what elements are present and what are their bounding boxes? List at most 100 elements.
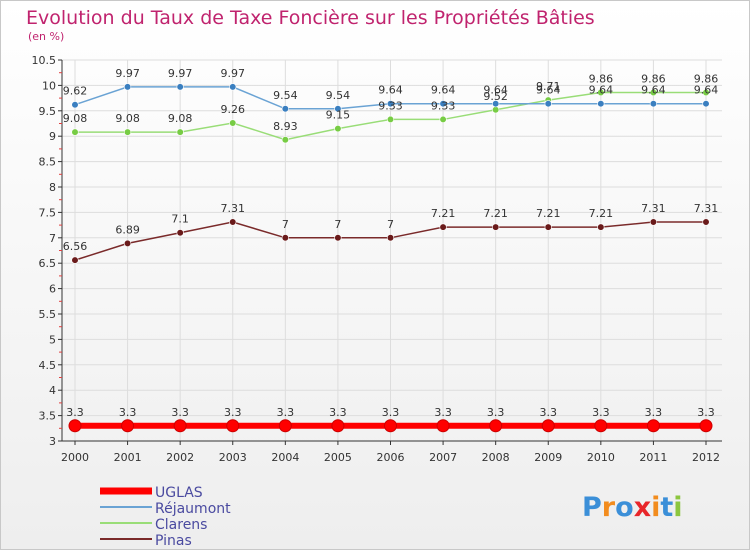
data-label: 3.3 — [592, 406, 610, 419]
data-point — [439, 223, 447, 231]
data-point — [489, 419, 503, 433]
data-label: 7.31 — [694, 202, 719, 215]
data-label: 9.62 — [63, 85, 88, 98]
y-tick-label: 10.5 — [32, 54, 57, 67]
data-point — [386, 100, 395, 108]
y-tick-label: 4.5 — [39, 359, 57, 372]
y-tick-label: 5.5 — [39, 308, 57, 321]
data-point — [68, 419, 82, 433]
data-label: 7 — [387, 218, 394, 231]
data-label: 3.3 — [119, 406, 137, 419]
data-label: 9.54 — [273, 89, 298, 102]
data-point — [281, 136, 289, 144]
data-labels: 6.56 6.89 7.1 7.31 7 7 7 7.21 7.21 7.21 7.21 7.31 7.… — [63, 67, 719, 419]
x-tick-label: 2011 — [639, 451, 667, 464]
data-point — [594, 419, 608, 433]
data-point — [123, 239, 132, 247]
x-tick-label: 2002 — [166, 451, 194, 464]
data-point — [173, 419, 187, 433]
data-point — [121, 419, 135, 433]
data-label: 9.15 — [326, 109, 351, 122]
legend-item-pinas: Pinas — [100, 533, 192, 549]
data-point — [386, 115, 395, 124]
data-label: 9.86 — [641, 73, 666, 86]
data-point — [597, 100, 605, 108]
y-tick-label: 3.5 — [39, 410, 57, 423]
data-point — [123, 128, 132, 136]
data-point — [649, 218, 658, 226]
x-tick-label: 2005 — [324, 451, 352, 464]
data-point — [699, 419, 713, 433]
data-label: 7.21 — [536, 207, 561, 220]
logo-letter: r — [602, 492, 616, 523]
data-point — [492, 100, 500, 108]
data-point — [492, 106, 500, 114]
chart-title: Evolution du Taux de Taxe Foncière sur l… — [26, 7, 595, 29]
data-point — [597, 88, 605, 97]
data-point — [334, 124, 342, 133]
data-point — [71, 256, 79, 264]
data-label: 3.3 — [277, 406, 295, 419]
data-point — [702, 218, 710, 226]
data-label: 9.64 — [694, 84, 719, 97]
data-label: 9.64 — [483, 84, 508, 97]
data-point — [544, 223, 552, 231]
data-point — [597, 223, 605, 231]
data-label: 9.71 — [536, 80, 561, 93]
series-pinas — [71, 218, 710, 264]
data-label: 9.64 — [431, 84, 456, 97]
legend-label: Clarens — [155, 517, 207, 533]
x-tick-label: 2012 — [692, 451, 720, 464]
data-label: 9.08 — [115, 112, 140, 125]
data-point — [229, 83, 237, 91]
data-point — [384, 419, 397, 433]
data-point — [278, 419, 292, 433]
data-point — [439, 100, 447, 108]
legend-item-uglas: UGLAS — [100, 485, 203, 501]
x-tick-label: 2009 — [534, 451, 562, 464]
series-réjaumont — [71, 83, 710, 113]
x-tick-label: 2006 — [377, 451, 405, 464]
y-axis-ticks: 3 3.5 4 4.5 5 5.5 6 6.5 7 7.5 8 8.5 9 9.5 10 10.5 — [32, 54, 62, 448]
data-point — [71, 128, 79, 136]
data-label: 6.89 — [115, 223, 140, 236]
y-tick-label: 8 — [49, 181, 56, 194]
data-label: 9.64 — [641, 84, 666, 97]
data-label: 3.3 — [66, 406, 84, 419]
data-label: 3.3 — [434, 406, 452, 419]
data-point — [334, 234, 342, 242]
legend-label: Réjaumont — [155, 501, 231, 517]
data-point — [176, 83, 184, 91]
y-tick-label: 5 — [49, 333, 56, 346]
data-label: 3.3 — [382, 406, 400, 419]
data-label: 7.21 — [589, 207, 614, 220]
data-label: 9.86 — [694, 73, 719, 86]
data-label: 3.3 — [171, 406, 189, 419]
x-tick-label: 2008 — [482, 451, 510, 464]
logo-letter: x — [634, 492, 651, 523]
y-tick-label: 6.5 — [39, 257, 57, 270]
data-label: 9.64 — [536, 84, 561, 97]
data-label: 9.08 — [63, 112, 88, 125]
data-point — [176, 229, 184, 237]
x-tick-label: 2004 — [271, 451, 299, 464]
series-uglas — [68, 419, 713, 433]
data-label: 9.97 — [168, 67, 193, 80]
data-point — [436, 419, 450, 433]
data-point — [229, 218, 237, 226]
data-label: 9.97 — [115, 67, 140, 80]
data-point — [544, 100, 552, 108]
data-point — [331, 419, 345, 433]
y-tick-label: 8.5 — [39, 156, 57, 169]
logo-letter: P — [582, 492, 602, 523]
data-label: 7.1 — [171, 213, 189, 226]
logo-letter: t — [660, 492, 673, 523]
data-label: 6.56 — [63, 240, 88, 253]
y-tick-label: 9.5 — [39, 105, 57, 118]
data-label: 9.64 — [378, 84, 403, 97]
data-point — [281, 234, 289, 242]
data-point — [541, 419, 555, 433]
data-point — [71, 101, 79, 109]
data-label: 7.31 — [641, 202, 666, 215]
